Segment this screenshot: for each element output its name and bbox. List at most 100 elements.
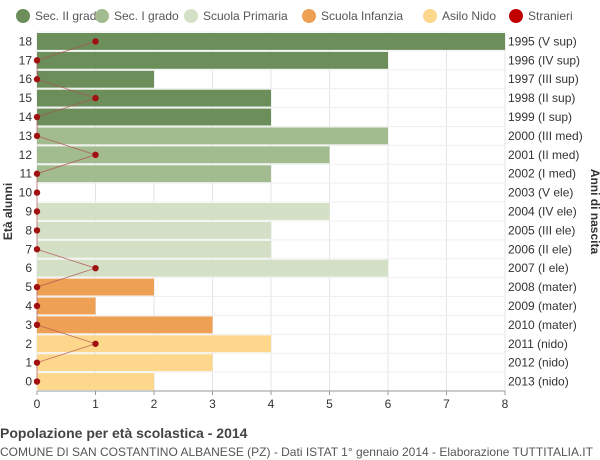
y-tick-label: 10 [19,186,33,200]
legend-label: Stranieri [528,9,573,23]
y-tick-label: 18 [19,34,33,48]
year-label: 2004 (IV ele) [508,205,577,219]
bar-age-1 [37,354,213,372]
y-tick-label: 17 [19,53,33,67]
stranieri-point-age-5 [33,283,41,291]
stranieri-point-age-0 [33,378,41,385]
stranieri-point-age-2 [92,340,99,347]
bar-age-2 [37,335,271,353]
year-label: 1995 (V sup) [508,34,577,48]
stranieri-point-age-11 [33,170,41,177]
bar-age-12 [37,146,330,164]
stranieri-point-age-9 [33,208,41,215]
y-axis-title: Età alunni [1,183,15,240]
year-label: 2003 (V ele) [508,186,573,200]
x-tick-label: 5 [326,397,333,411]
stranieri-point-age-8 [33,227,41,234]
year-label: 2001 (II med) [508,148,579,162]
year-label: 2010 (mater) [508,318,577,332]
y-tick-label: 14 [19,110,33,124]
year-label: 2011 (nido) [508,337,568,351]
x-tick-label: 2 [151,397,158,411]
x-tick-label: 4 [268,397,275,411]
y-tick-label: 7 [25,242,32,256]
year-label: 2002 (I med) [508,167,576,181]
year-label: 1997 (III sup) [508,72,579,86]
stranieri-point-age-15 [92,94,99,102]
x-tick-label: 8 [502,397,509,411]
bar-age-9 [37,203,330,220]
chart-title: Popolazione per età scolastica - 2014 [0,425,248,441]
bar-age-0 [37,373,154,390]
legend-label: Asilo Nido [442,9,496,23]
x-tick-label: 7 [443,397,450,411]
year-label: 2013 (nido) [508,375,569,389]
y-axis-title-right: Anni di nascita [588,169,600,255]
y-tick-label: 8 [25,223,32,237]
bar-age-4 [37,297,96,315]
x-tick-label: 3 [209,397,216,411]
bar-age-16 [37,70,154,88]
y-tick-label: 5 [25,280,32,294]
y-tick-label: 13 [19,129,33,143]
bar-age-3 [37,316,213,334]
y-tick-label: 15 [19,91,33,105]
legend-marker-4 [423,9,437,23]
legend-marker-2 [184,9,198,23]
bar-age-5 [37,278,154,296]
year-label: 2009 (mater) [508,299,577,313]
stranieri-point-age-1 [33,359,41,366]
x-tick-label: 6 [385,397,392,411]
bar-age-13 [37,127,388,145]
bar-age-17 [37,51,388,69]
stranieri-point-age-10 [33,189,41,196]
legend-label: Sec. I grado [114,9,179,23]
y-tick-label: 2 [25,337,32,351]
year-label: 2000 (III med) [508,129,583,143]
legend-label: Scuola Primaria [203,9,288,23]
y-tick-label: 3 [25,318,32,332]
stranieri-point-age-3 [33,321,41,329]
year-label: 1999 (I sup) [508,110,572,124]
chart-subtitle: COMUNE DI SAN COSTANTINO ALBANESE (PZ) -… [0,445,593,459]
bar-age-6 [37,259,388,277]
stranieri-point-age-13 [33,132,41,140]
year-label: 1996 (IV sup) [508,53,580,67]
y-tick-label: 12 [19,148,33,162]
stranieri-point-age-4 [33,302,41,310]
bar-age-15 [37,89,271,107]
legend-marker-0 [16,9,30,23]
stranieri-point-age-7 [33,246,41,253]
bar-age-14 [37,108,271,126]
year-label: 2012 (nido) [508,356,569,370]
bar-age-18 [37,33,505,50]
y-tick-label: 11 [20,167,33,181]
stranieri-point-age-18 [92,38,99,45]
legend-label: Sec. II grado [35,9,103,23]
year-label: 2006 (II ele) [508,242,572,256]
year-label: 2005 (III ele) [508,223,575,237]
legend-marker-3 [302,9,316,23]
y-tick-label: 4 [25,299,32,313]
x-tick-label: 0 [34,397,41,411]
population-chart: 18 1995 (V sup)17 1996 (IV sup)16 1997 (III… [1,9,600,411]
stranieri-point-age-6 [92,264,99,272]
bar-age-8 [37,221,271,239]
legend-label: Scuola Infanzia [321,9,403,23]
y-tick-label: 0 [25,375,32,389]
legend-marker-5 [509,9,523,23]
legend-marker-1 [95,9,109,23]
stranieri-point-age-16 [33,76,41,83]
bar-age-11 [37,165,271,183]
y-tick-label: 16 [19,72,33,86]
y-tick-label: 9 [25,205,32,219]
stranieri-point-age-14 [33,113,41,121]
year-label: 2007 (I ele) [508,261,569,275]
stranieri-point-age-12 [92,151,99,159]
bar-age-7 [37,240,271,258]
year-label: 1998 (II sup) [508,91,575,105]
y-tick-label: 6 [25,261,32,275]
y-tick-label: 1 [25,356,32,370]
x-tick-label: 1 [92,397,99,411]
stranieri-point-age-17 [33,57,41,64]
